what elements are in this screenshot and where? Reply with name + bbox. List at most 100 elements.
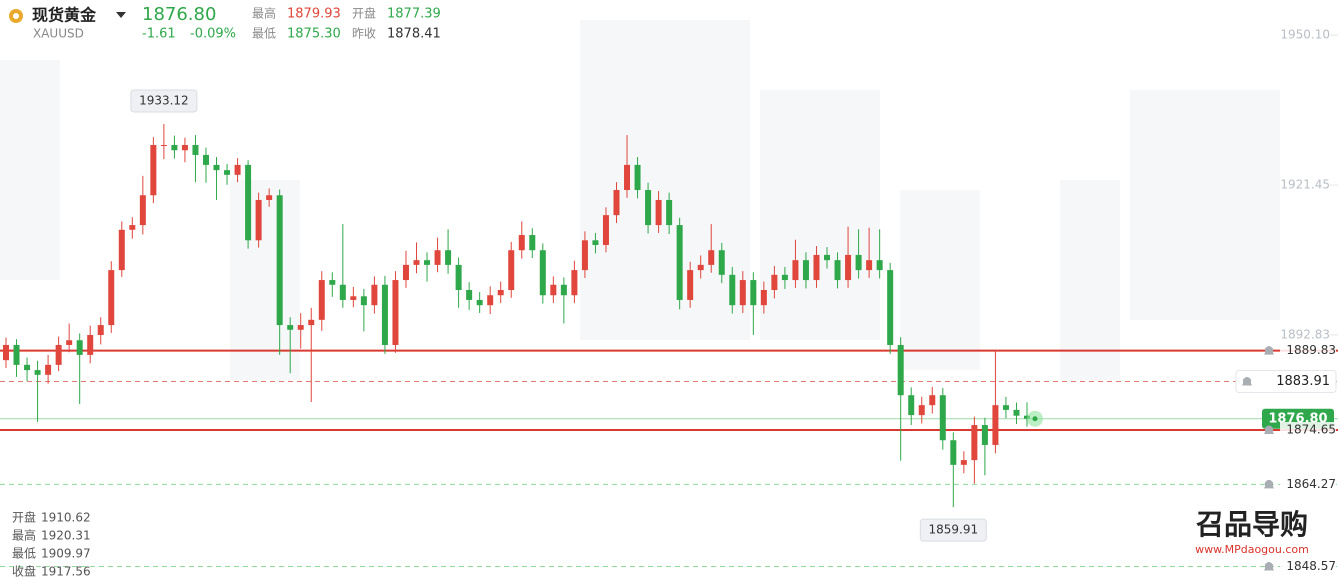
candle-body: [476, 299, 483, 306]
candle-body: [518, 235, 525, 251]
candle-body: [234, 164, 241, 175]
candle-body: [624, 164, 631, 191]
candle-body: [918, 405, 925, 416]
candle-body: [992, 405, 999, 445]
candle-body: [171, 145, 178, 151]
dropdown-toggle[interactable]: [116, 12, 126, 18]
candle-body: [329, 280, 336, 285]
candle-body: [834, 260, 841, 281]
candle-body: [950, 440, 957, 465]
candle-body: [413, 260, 420, 265]
candle-body: [255, 199, 262, 241]
candle-body: [318, 280, 325, 320]
watermark-brand: 召品导购: [1196, 508, 1308, 541]
alert-bell: [1264, 346, 1274, 355]
info-label: 最低: [12, 547, 36, 561]
candle-body: [581, 240, 588, 271]
candle-body: [939, 395, 946, 441]
stat-label: 开盘: [352, 6, 376, 21]
info-value: 1920.31: [41, 529, 91, 543]
candle-body: [287, 325, 294, 330]
overlay: 1933.121859.911889.831883.911876.801874.…: [130, 89, 1337, 575]
stat-value: 1877.39: [387, 7, 441, 22]
candle-body: [929, 395, 936, 406]
candle-body: [960, 460, 967, 465]
current-price-dot: [1032, 416, 1038, 422]
level-badge: [1235, 370, 1337, 394]
callout-box: [919, 518, 987, 542]
last-price: 1876.80: [142, 4, 216, 25]
candle-body: [181, 145, 188, 151]
candle-body: [487, 295, 494, 306]
info-label: 最高: [12, 528, 36, 543]
candle-body: [445, 250, 452, 265]
watermark-url: www.MPdaogou.com: [1195, 543, 1309, 556]
y-tick-label: 1892.83: [1280, 327, 1330, 341]
y-tick-label: 1950.10: [1280, 28, 1330, 42]
candle-body: [981, 425, 988, 445]
candle-body: [708, 250, 715, 265]
level-label-bg: [1280, 422, 1336, 439]
candle-body: [718, 250, 725, 275]
candle-body: [497, 290, 504, 296]
candle-body: [550, 284, 557, 296]
alert-bell: [1264, 562, 1274, 571]
candle-body: [455, 264, 462, 290]
watermark: 召品导购 www.MPdaogou.com: [1195, 508, 1309, 556]
candle-body: [108, 270, 115, 326]
candle-body: [824, 254, 831, 261]
candle-body: [539, 250, 546, 296]
candle-body: [3, 344, 9, 361]
candle-body: [571, 270, 578, 296]
y-tick-label: 1921.45: [1280, 178, 1330, 192]
candle-body: [118, 229, 125, 271]
candle-body: [245, 164, 252, 241]
candle-body: [1002, 405, 1009, 410]
level-label: 1874.65: [1286, 423, 1336, 437]
candle-body: [602, 215, 609, 245]
stat-value: 1879.93: [287, 7, 341, 22]
stat-value: 1875.30: [287, 27, 341, 42]
candle-body: [402, 264, 409, 281]
callout-label: 1933.12: [139, 93, 189, 107]
candle-body: [350, 296, 357, 300]
candle-body: [424, 260, 431, 265]
callout-box: [130, 89, 198, 113]
candle-body: [634, 164, 641, 191]
level-label: 1883.91: [1276, 374, 1330, 389]
candle-body: [971, 425, 978, 461]
stat-label: 昨收: [352, 27, 376, 41]
candle-body: [1013, 409, 1020, 416]
stat-value: 1878.41: [387, 27, 441, 42]
candle-body: [792, 260, 799, 281]
candle-body: [76, 340, 83, 355]
candle-body: [876, 260, 883, 271]
candle-body: [202, 154, 209, 165]
plot: 1950.10 1921.45 1892.83: [0, 28, 1338, 568]
candle-body: [339, 284, 346, 300]
candle-body: [771, 274, 778, 290]
candle-body: [150, 145, 157, 196]
candle-body: [813, 254, 820, 281]
candle-body: [666, 199, 673, 226]
level-label: 1889.83: [1286, 343, 1336, 357]
candle-body: [266, 195, 273, 200]
candle-body: [802, 260, 809, 281]
candle-body: [87, 335, 94, 355]
stats: 最高 1879.93 开盘 1877.39 最低 1875.30 昨收 1878.41: [252, 6, 441, 42]
candle-body: [160, 145, 167, 146]
candle-body: [360, 296, 367, 306]
info-label: 开盘: [12, 510, 36, 525]
level-label: 1864.27: [1286, 477, 1336, 491]
candle-body: [592, 240, 599, 245]
alert-bell: [1242, 377, 1252, 386]
callout-label: 1859.91: [929, 523, 979, 537]
candle-body: [760, 290, 767, 306]
candle-body: [297, 325, 304, 330]
alert-bell: [1264, 479, 1274, 489]
candle-body: [613, 190, 620, 216]
candle-body: [97, 325, 104, 336]
candle-body: [381, 284, 388, 345]
candle-body: [781, 274, 788, 281]
